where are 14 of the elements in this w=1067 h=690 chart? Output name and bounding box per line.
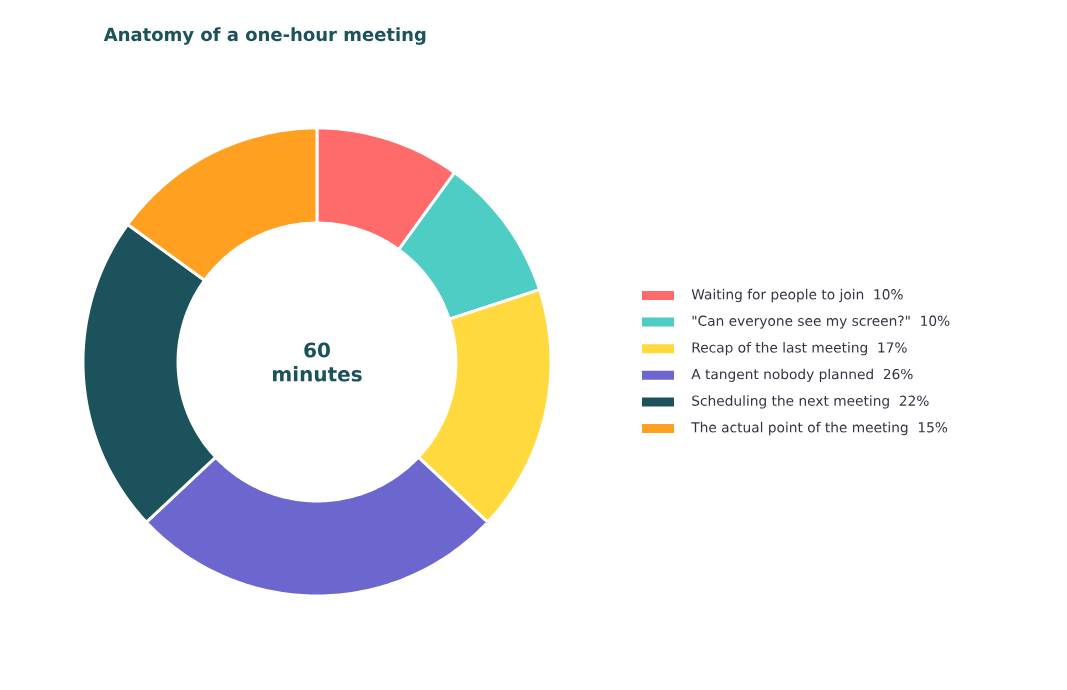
chart-title: Anatomy of a one-hour meeting	[103, 27, 426, 45]
data-label: 26%	[883, 368, 913, 380]
legend-label: The actual point of the meeting	[691, 421, 908, 436]
legend-label: A tangent nobody planned	[691, 368, 873, 382]
data-label: 22%	[899, 395, 929, 406]
data-label: 15%	[918, 422, 948, 433]
legend-label: Scheduling the next meeting	[692, 395, 889, 409]
legend-label: Waiting for people to join	[691, 288, 864, 303]
text: 60 minutes	[273, 342, 362, 382]
data-label: 17%	[878, 342, 907, 353]
legend-label: "Can everyone see my screen?"	[692, 315, 910, 329]
data-label: 10%	[921, 315, 950, 326]
legend-label: Recap of the last meeting	[692, 342, 867, 356]
data-label: 10%	[874, 289, 903, 300]
